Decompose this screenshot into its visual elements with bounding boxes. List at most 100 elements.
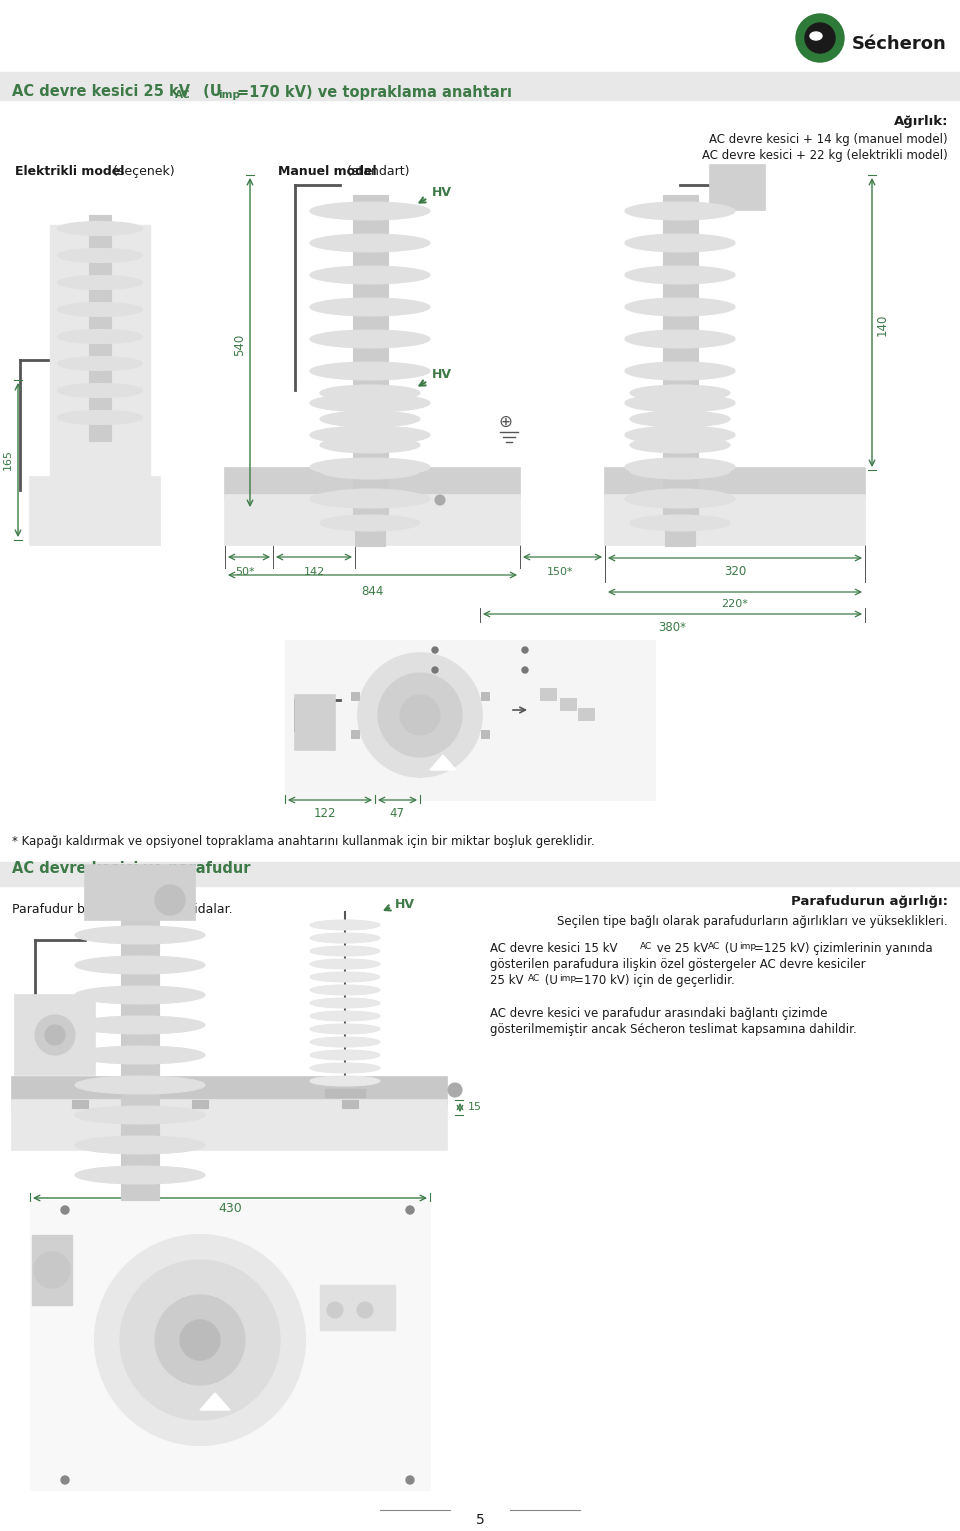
Bar <box>285 640 655 801</box>
Circle shape <box>406 1476 414 1484</box>
Text: AC: AC <box>528 974 540 983</box>
Ellipse shape <box>310 972 380 981</box>
Bar <box>72 1099 88 1108</box>
Ellipse shape <box>310 458 430 476</box>
Ellipse shape <box>58 222 142 236</box>
Ellipse shape <box>310 361 430 380</box>
Circle shape <box>95 1236 305 1445</box>
Ellipse shape <box>58 248 142 262</box>
Text: 380*: 380* <box>658 622 686 634</box>
Text: Manuel model: Manuel model <box>278 165 376 178</box>
Text: Elektrikli model: Elektrikli model <box>15 165 125 178</box>
Bar <box>351 730 359 738</box>
Ellipse shape <box>630 384 730 401</box>
Bar <box>481 730 489 738</box>
Text: 50*: 50* <box>235 566 254 577</box>
Ellipse shape <box>58 410 142 424</box>
Ellipse shape <box>75 1167 205 1183</box>
Ellipse shape <box>630 410 730 427</box>
Ellipse shape <box>310 1076 380 1085</box>
Ellipse shape <box>310 393 430 412</box>
Bar <box>50 225 150 490</box>
Bar <box>540 687 556 700</box>
Ellipse shape <box>630 488 730 505</box>
Text: imp: imp <box>218 90 240 100</box>
Text: 150*: 150* <box>546 566 573 577</box>
Ellipse shape <box>310 1024 380 1033</box>
Text: (seçenek): (seçenek) <box>109 165 175 178</box>
Bar <box>30 478 160 545</box>
Text: AC devre kesici 15 kV: AC devre kesici 15 kV <box>490 942 617 955</box>
Bar <box>89 214 111 441</box>
Text: HV: HV <box>432 185 452 199</box>
Bar <box>225 468 520 498</box>
Circle shape <box>522 648 528 654</box>
Ellipse shape <box>310 984 380 995</box>
Ellipse shape <box>320 514 420 531</box>
Circle shape <box>327 1301 343 1318</box>
Polygon shape <box>430 755 456 770</box>
Circle shape <box>522 668 528 674</box>
Polygon shape <box>200 1393 230 1410</box>
Circle shape <box>180 1320 220 1360</box>
Text: HV: HV <box>432 369 452 381</box>
Circle shape <box>61 1206 69 1214</box>
Circle shape <box>435 495 445 505</box>
Ellipse shape <box>310 1010 380 1021</box>
Bar <box>12 1076 447 1105</box>
Ellipse shape <box>75 1017 205 1033</box>
Circle shape <box>61 1476 69 1484</box>
Ellipse shape <box>310 331 430 348</box>
Ellipse shape <box>310 1050 380 1059</box>
Text: 142: 142 <box>303 566 324 577</box>
Bar <box>662 194 698 525</box>
Ellipse shape <box>625 490 735 508</box>
Text: 844: 844 <box>361 585 383 599</box>
Bar <box>12 1099 447 1150</box>
Ellipse shape <box>320 462 420 479</box>
Circle shape <box>358 654 482 778</box>
Bar <box>320 1285 395 1330</box>
Text: ⊕: ⊕ <box>498 413 512 432</box>
Bar <box>325 1089 365 1098</box>
Bar <box>352 194 388 525</box>
Bar <box>578 707 594 720</box>
Bar <box>710 165 765 210</box>
Bar <box>295 695 335 750</box>
Ellipse shape <box>58 383 142 398</box>
Bar <box>342 1099 358 1108</box>
Circle shape <box>432 668 438 674</box>
Text: 540: 540 <box>233 334 247 357</box>
Text: AC devre kesici ve parafudur: AC devre kesici ve parafudur <box>12 860 251 876</box>
Ellipse shape <box>310 266 430 283</box>
Bar <box>225 495 520 545</box>
Bar <box>0 862 960 886</box>
Text: !: ! <box>441 759 444 769</box>
Circle shape <box>796 14 844 61</box>
Bar <box>665 380 695 547</box>
Ellipse shape <box>810 32 822 40</box>
Ellipse shape <box>58 357 142 371</box>
Ellipse shape <box>625 361 735 380</box>
Text: imp: imp <box>739 942 756 951</box>
Circle shape <box>406 1206 414 1214</box>
Text: (U: (U <box>541 974 558 987</box>
Ellipse shape <box>310 490 430 508</box>
Text: AC: AC <box>175 90 191 100</box>
Bar <box>15 995 95 1075</box>
Circle shape <box>400 695 440 735</box>
Text: imp: imp <box>559 974 576 983</box>
Bar <box>30 1200 430 1490</box>
Ellipse shape <box>310 932 380 943</box>
Text: ve 25 kV: ve 25 kV <box>653 942 708 955</box>
Bar <box>192 1099 208 1108</box>
Circle shape <box>378 674 462 756</box>
Text: HV: HV <box>395 899 415 911</box>
Text: 15: 15 <box>468 1102 482 1112</box>
Text: * Kapağı kaldırmak ve opsiyonel topraklama anahtarını kullanmak için bir miktar : * Kapağı kaldırmak ve opsiyonel toprakla… <box>12 834 594 848</box>
Text: 430: 430 <box>218 1202 242 1216</box>
Bar <box>85 865 195 920</box>
Ellipse shape <box>310 426 430 444</box>
Ellipse shape <box>625 393 735 412</box>
Text: 47: 47 <box>390 807 404 821</box>
